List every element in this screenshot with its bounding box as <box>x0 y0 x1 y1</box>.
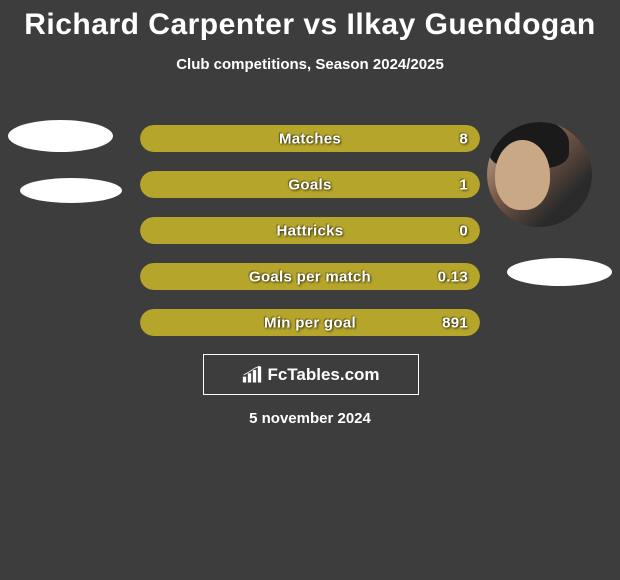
chart-icon <box>242 366 262 384</box>
stat-bar-label: Goals <box>288 176 331 193</box>
decorative-ellipse <box>8 120 113 152</box>
stat-bar-row: Matches 8 <box>140 125 480 152</box>
source-logo: FcTables.com <box>203 354 419 395</box>
stat-bars: Matches 8 Goals 1 Hattricks 0 Goals per match 0… <box>140 125 480 355</box>
player-right-avatar <box>487 122 592 227</box>
stat-bar-row: Hattricks 0 <box>140 217 480 244</box>
decorative-ellipse <box>20 178 122 203</box>
decorative-ellipse <box>507 258 612 286</box>
stat-bar-label: Min per goal <box>264 314 356 331</box>
stat-bar-label: Goals per match <box>249 268 371 285</box>
stat-bar-label: Hattricks <box>277 222 344 239</box>
comparison-date: 5 november 2024 <box>0 410 620 427</box>
stat-bar-value: 0.13 <box>438 268 468 285</box>
stat-bar-row: Goals 1 <box>140 171 480 198</box>
source-logo-text: FcTables.com <box>267 365 379 385</box>
comparison-subtitle: Club competitions, Season 2024/2025 <box>0 56 620 73</box>
stat-bar-value: 891 <box>442 314 468 331</box>
stat-bar-row: Goals per match 0.13 <box>140 263 480 290</box>
stat-bar-value: 1 <box>459 176 468 193</box>
stat-bar-value: 0 <box>459 222 468 239</box>
stat-bar-label: Matches <box>279 130 341 147</box>
stat-bar-value: 8 <box>459 130 468 147</box>
stat-bar-row: Min per goal 891 <box>140 309 480 336</box>
comparison-title: Richard Carpenter vs Ilkay Guendogan <box>0 0 620 42</box>
